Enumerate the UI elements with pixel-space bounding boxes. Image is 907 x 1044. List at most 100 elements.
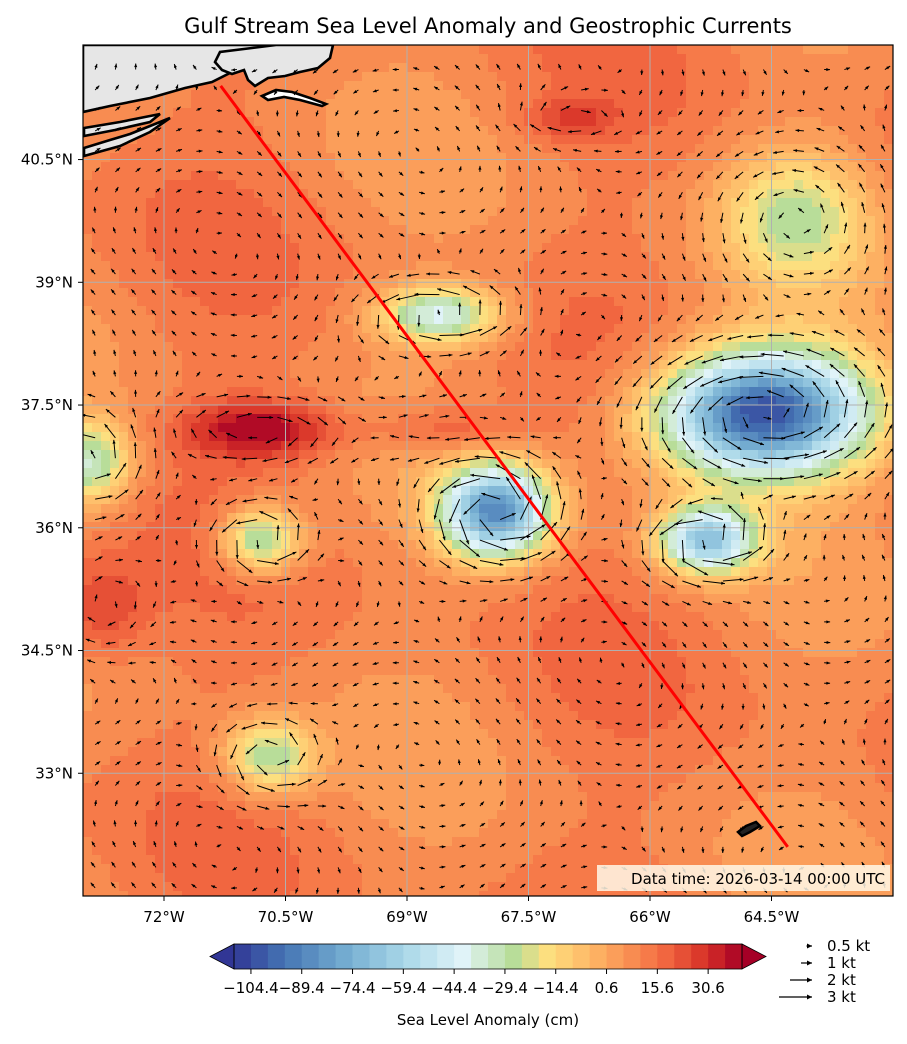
sla-cell [191, 144, 201, 154]
sla-cell [416, 432, 426, 442]
sla-cell [92, 342, 102, 352]
sla-cell [263, 720, 273, 730]
sla-cell [479, 792, 489, 802]
sla-cell [164, 738, 174, 748]
sla-cell [245, 738, 255, 748]
sla-cell [515, 468, 525, 478]
sla-cell [308, 81, 318, 91]
sla-cell [533, 297, 543, 307]
sla-cell [542, 468, 552, 478]
sla-cell [263, 279, 273, 289]
sla-cell [389, 549, 399, 559]
sla-cell [461, 873, 471, 883]
sla-cell [137, 234, 147, 244]
sla-cell [470, 594, 480, 604]
sla-cell [101, 324, 111, 334]
sla-cell [236, 558, 246, 568]
sla-cell [254, 792, 264, 802]
sla-cell [182, 864, 192, 874]
sla-cell [371, 594, 381, 604]
sla-cell [470, 801, 480, 811]
sla-cell [497, 486, 507, 496]
sla-cell [200, 864, 210, 874]
sla-cell [461, 243, 471, 253]
sla-cell [488, 180, 498, 190]
sla-cell [83, 882, 93, 892]
sla-cell [119, 783, 129, 793]
sla-cell [434, 828, 444, 838]
sla-cell [380, 828, 390, 838]
sla-cell [173, 243, 183, 253]
sla-cell [317, 477, 327, 487]
sla-cell [218, 873, 228, 883]
sla-cell [326, 153, 336, 163]
sla-cell [515, 108, 525, 118]
sla-cell [452, 846, 462, 856]
sla-cell [506, 756, 516, 766]
sla-cell [542, 459, 552, 469]
sla-cell [371, 603, 381, 613]
sla-cell [542, 297, 552, 307]
sla-cell [200, 675, 210, 685]
sla-cell [254, 270, 264, 280]
sla-cell [209, 342, 219, 352]
sla-cell [227, 513, 237, 523]
sla-cell [389, 189, 399, 199]
sla-cell [452, 162, 462, 172]
sla-cell [200, 333, 210, 343]
sla-cell [119, 153, 129, 163]
sla-cell [200, 711, 210, 721]
sla-cell [353, 288, 363, 298]
sla-cell [461, 666, 471, 676]
sla-cell [380, 243, 390, 253]
sla-cell [146, 450, 156, 460]
sla-cell [272, 765, 282, 775]
sla-cell [218, 387, 228, 397]
sla-cell [200, 747, 210, 757]
sla-cell [308, 729, 318, 739]
sla-cell [344, 783, 354, 793]
sla-cell [362, 612, 372, 622]
sla-cell [425, 198, 435, 208]
sla-cell [533, 468, 543, 478]
sla-cell [470, 171, 480, 181]
sla-cell [254, 783, 264, 793]
sla-cell [173, 837, 183, 847]
sla-cell [515, 414, 525, 424]
sla-cell [353, 234, 363, 244]
sla-cell [488, 450, 498, 460]
sla-cell [443, 630, 453, 640]
sla-cell [335, 324, 345, 334]
sla-cell [470, 477, 480, 487]
sla-cell [380, 801, 390, 811]
sla-cell [335, 828, 345, 838]
sla-cell [317, 603, 327, 613]
sla-cell [218, 648, 228, 658]
sla-cell [92, 531, 102, 541]
sla-cell [209, 621, 219, 631]
sla-cell [416, 801, 426, 811]
map-panel[interactable]: Data time: 2026-03-14 00:00 UTC [79, 44, 894, 901]
sla-cell [497, 837, 507, 847]
sla-cell [137, 189, 147, 199]
sla-cell [155, 162, 165, 172]
sla-cell [200, 684, 210, 694]
sla-cell [353, 297, 363, 307]
sla-cell [326, 756, 336, 766]
sla-cell [515, 828, 525, 838]
sla-cell [173, 315, 183, 325]
sla-cell [83, 756, 93, 766]
sla-cell [371, 126, 381, 136]
sla-cell [155, 819, 165, 829]
sla-cell [326, 693, 336, 703]
sla-cell [155, 486, 165, 496]
sla-cell [425, 72, 435, 82]
sla-cell [218, 324, 228, 334]
sla-cell [191, 243, 201, 253]
sla-cell [497, 666, 507, 676]
sla-cell [362, 603, 372, 613]
sla-cell [443, 81, 453, 91]
sla-cell [416, 747, 426, 757]
sla-cell [200, 198, 210, 208]
sla-cell [308, 774, 318, 784]
